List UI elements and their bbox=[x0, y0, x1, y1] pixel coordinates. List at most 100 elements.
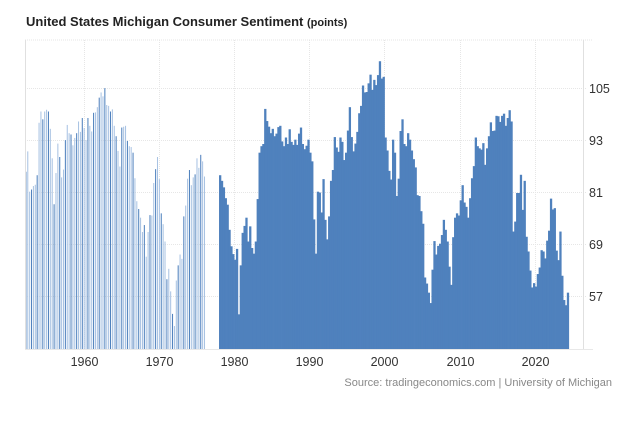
bar bbox=[478, 148, 481, 349]
bar bbox=[401, 119, 404, 349]
x-tick-label: 2010 bbox=[447, 355, 475, 369]
bar bbox=[420, 211, 423, 349]
bar bbox=[249, 226, 252, 349]
bar bbox=[508, 110, 511, 349]
bar bbox=[269, 133, 273, 349]
bar bbox=[559, 231, 562, 349]
bar bbox=[557, 260, 560, 349]
bar bbox=[235, 248, 239, 349]
bar bbox=[561, 275, 564, 349]
bar bbox=[361, 85, 365, 349]
bar bbox=[155, 169, 157, 349]
bar bbox=[433, 241, 436, 349]
bar bbox=[437, 245, 440, 349]
bar bbox=[512, 231, 515, 349]
bar bbox=[85, 140, 87, 349]
bar bbox=[241, 232, 244, 349]
x-tick-label: 1970 bbox=[146, 355, 174, 369]
bar bbox=[44, 111, 46, 349]
bar bbox=[324, 219, 327, 349]
bar bbox=[219, 175, 222, 349]
bar bbox=[42, 119, 44, 349]
bar bbox=[140, 217, 142, 349]
bar bbox=[538, 267, 541, 349]
y-tick-label: 69 bbox=[589, 238, 603, 252]
bar bbox=[467, 217, 470, 349]
bar bbox=[143, 225, 145, 349]
bar bbox=[531, 287, 534, 349]
bar bbox=[284, 137, 288, 349]
bar bbox=[506, 118, 509, 349]
bar bbox=[281, 141, 284, 349]
bar bbox=[93, 112, 95, 349]
bar bbox=[446, 241, 449, 349]
bar bbox=[175, 280, 177, 349]
bar bbox=[551, 209, 555, 349]
bar bbox=[258, 152, 261, 349]
bar bbox=[516, 192, 519, 349]
bar bbox=[115, 136, 117, 349]
bar bbox=[388, 170, 391, 349]
bar bbox=[81, 118, 83, 349]
bar bbox=[427, 292, 430, 349]
bar bbox=[442, 219, 446, 349]
bar bbox=[501, 115, 504, 349]
bar bbox=[333, 137, 336, 349]
bar bbox=[232, 254, 235, 349]
bar bbox=[373, 79, 376, 349]
bar bbox=[335, 147, 338, 349]
bar bbox=[548, 230, 551, 349]
bar bbox=[156, 157, 159, 349]
bar bbox=[294, 139, 297, 349]
bar bbox=[145, 256, 147, 349]
bar bbox=[275, 133, 278, 349]
bar bbox=[344, 152, 348, 349]
bar bbox=[536, 274, 540, 349]
bar bbox=[296, 144, 299, 349]
bar bbox=[264, 108, 267, 349]
bar bbox=[502, 113, 506, 349]
bar bbox=[440, 235, 444, 349]
bar bbox=[350, 137, 353, 349]
bar bbox=[399, 131, 402, 349]
bar bbox=[521, 209, 524, 349]
bar bbox=[96, 107, 98, 349]
bar bbox=[339, 137, 342, 349]
bar bbox=[273, 136, 276, 349]
bar bbox=[337, 151, 340, 349]
bar bbox=[329, 180, 333, 349]
bar bbox=[185, 205, 187, 349]
bar bbox=[382, 76, 385, 349]
bar bbox=[378, 61, 382, 349]
bar bbox=[380, 78, 383, 349]
y-tick-label: 57 bbox=[589, 290, 603, 304]
bar bbox=[474, 137, 477, 349]
bar bbox=[457, 215, 461, 349]
bar bbox=[31, 189, 33, 349]
bar bbox=[179, 254, 181, 349]
bar bbox=[318, 192, 321, 349]
bar bbox=[47, 111, 49, 349]
bar bbox=[367, 83, 370, 349]
bar bbox=[375, 85, 378, 349]
bar bbox=[57, 143, 59, 349]
bar bbox=[564, 305, 568, 349]
bar bbox=[470, 178, 474, 349]
bar bbox=[108, 105, 110, 349]
source-credit: Source: tradingeconomics.com | Universit… bbox=[344, 377, 612, 389]
bar bbox=[395, 196, 399, 349]
bar bbox=[301, 144, 305, 349]
bar bbox=[59, 157, 61, 349]
bar bbox=[125, 125, 127, 349]
bar bbox=[322, 179, 325, 349]
bar bbox=[138, 209, 140, 349]
bar bbox=[172, 313, 174, 349]
bar bbox=[527, 251, 530, 349]
bar bbox=[51, 158, 53, 349]
bar bbox=[36, 175, 38, 349]
bar bbox=[243, 225, 246, 349]
bar bbox=[418, 196, 421, 349]
bar bbox=[480, 149, 483, 349]
bar bbox=[38, 122, 40, 349]
bar bbox=[247, 241, 250, 349]
